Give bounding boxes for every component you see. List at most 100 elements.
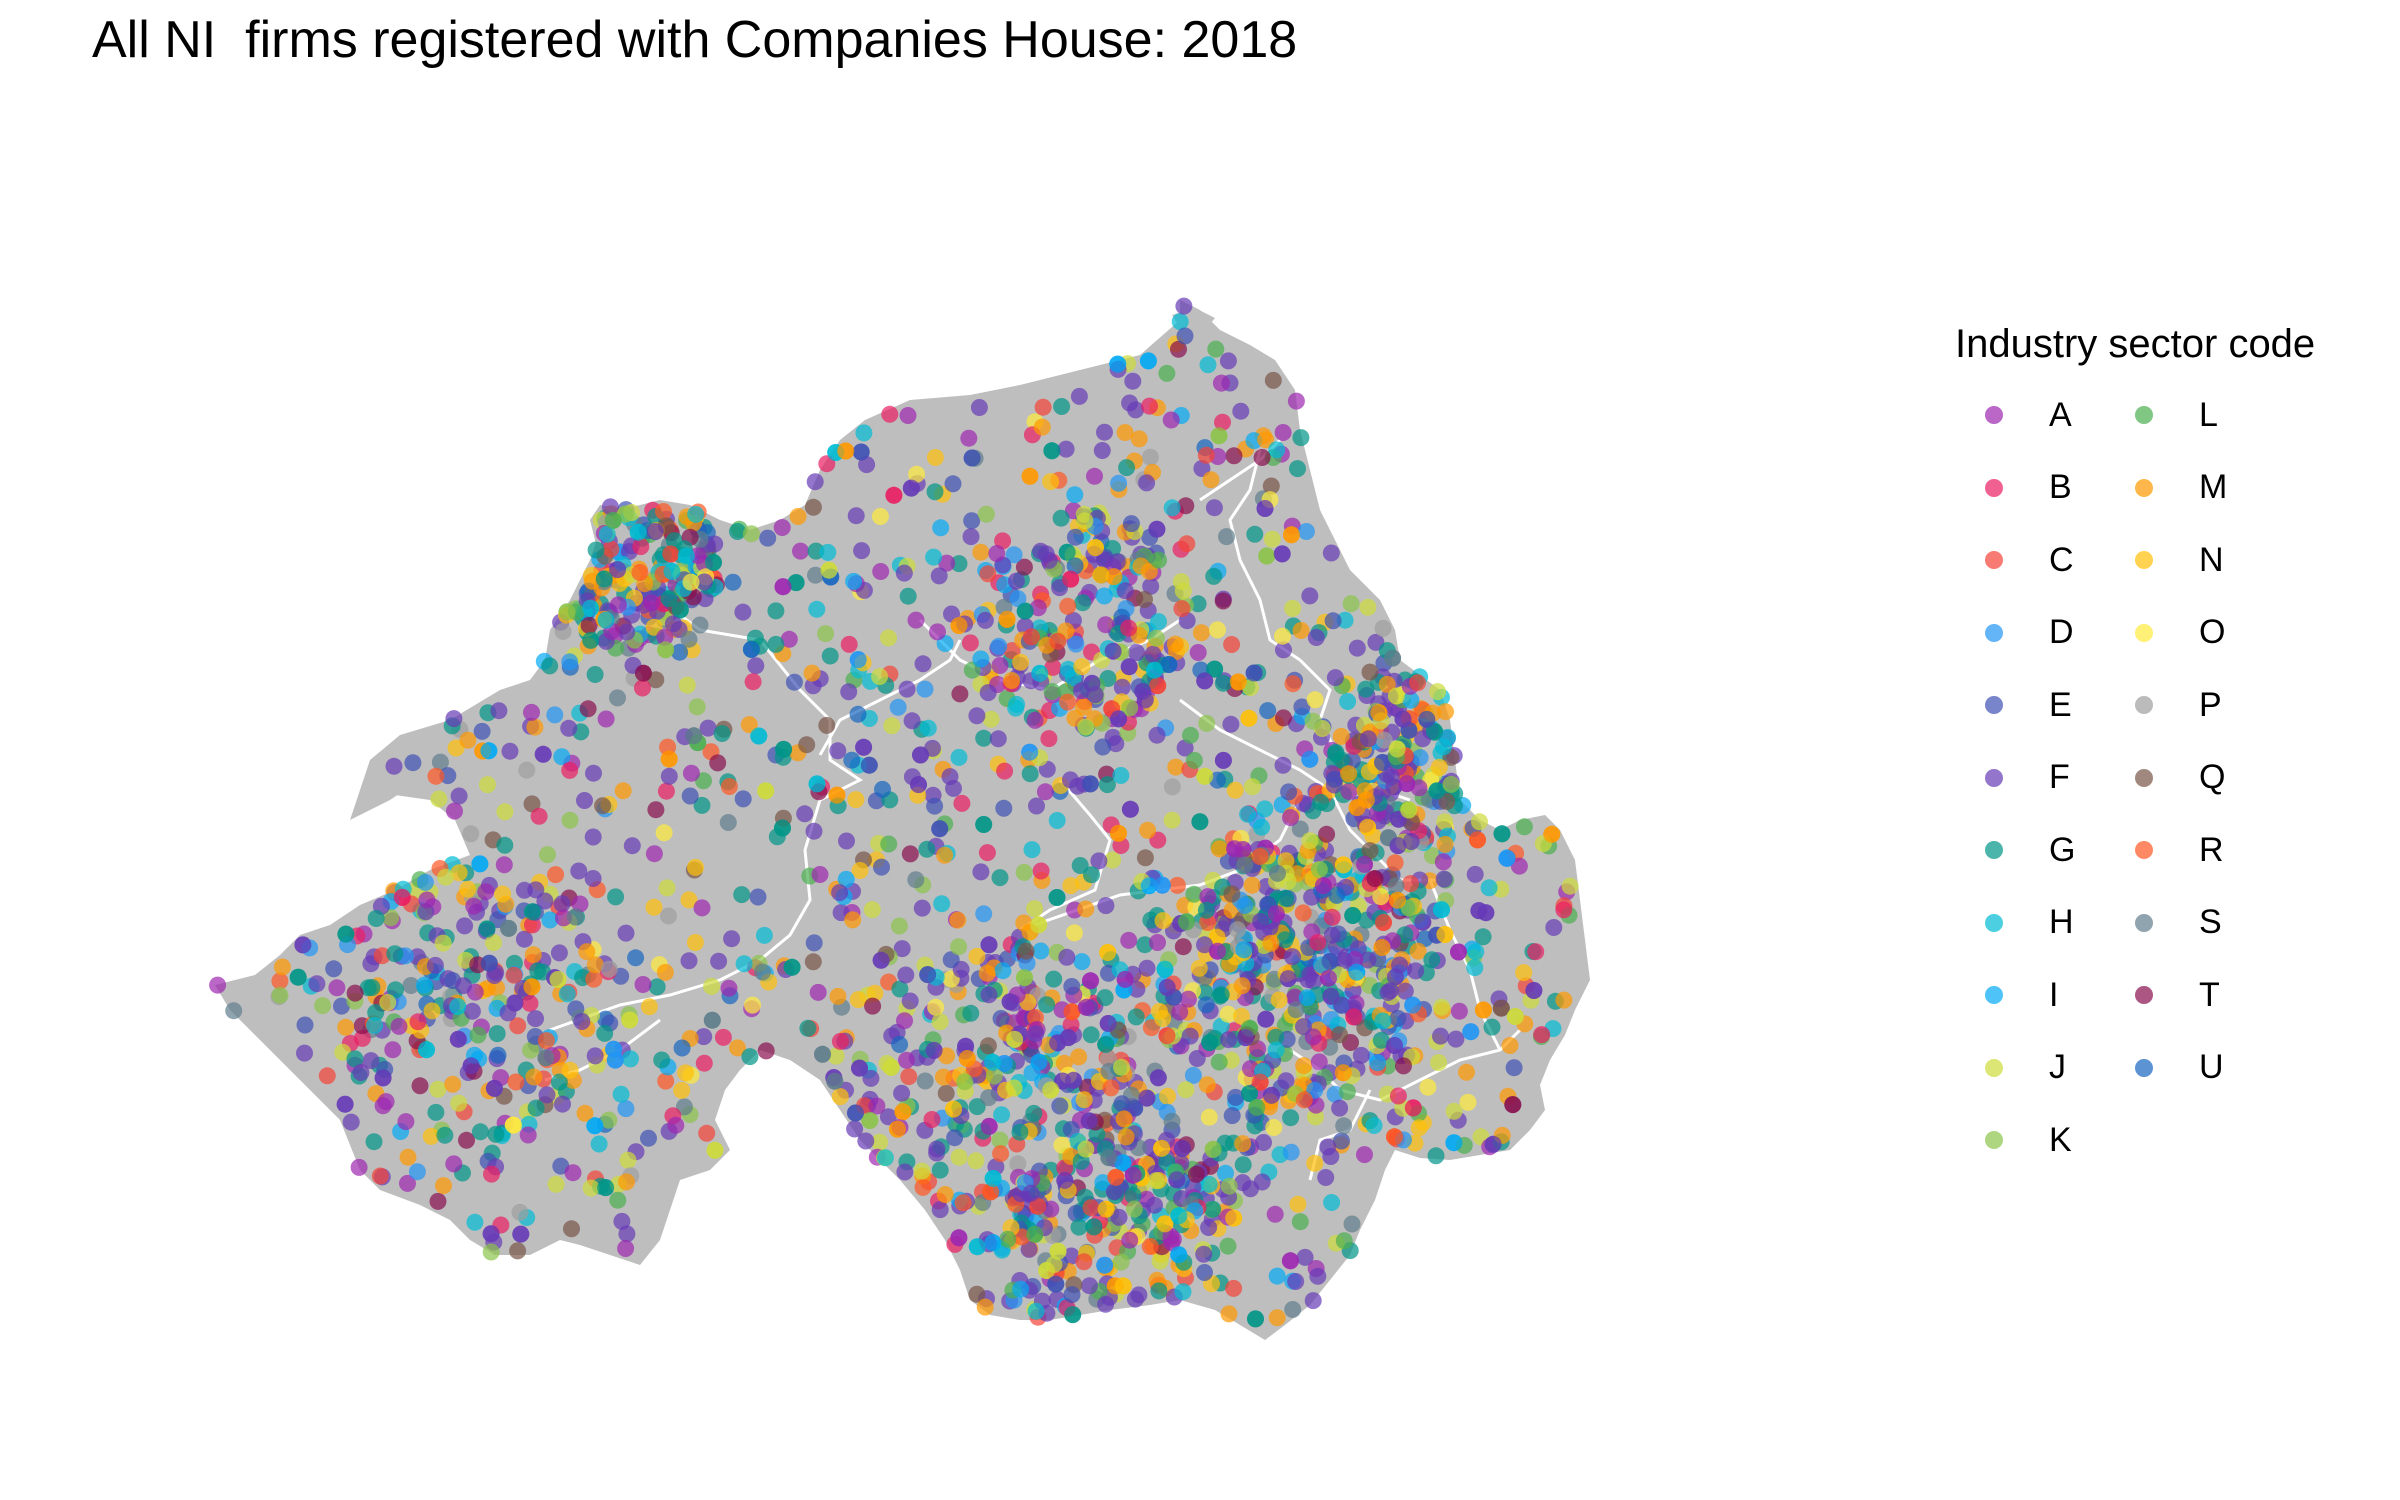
firm-point	[695, 1028, 713, 1046]
firm-point	[681, 787, 699, 805]
firm-point	[928, 1140, 946, 1158]
firm-point	[660, 907, 677, 925]
firm-point	[1096, 551, 1114, 569]
firm-point	[507, 1073, 525, 1091]
firm-point	[645, 618, 663, 636]
firm-point	[600, 960, 618, 978]
firm-point	[296, 1016, 314, 1034]
firm-point	[1113, 678, 1131, 696]
firm-point	[1113, 1095, 1131, 1113]
firm-point	[479, 776, 496, 794]
legend-item-d: D	[1955, 597, 2105, 670]
firm-point	[495, 856, 513, 874]
firm-point	[931, 1201, 949, 1219]
firm-point	[431, 753, 449, 771]
firm-point	[1163, 499, 1181, 517]
firm-point	[623, 837, 641, 855]
firm-point	[1310, 861, 1328, 879]
firm-point	[1144, 645, 1162, 663]
firm-point	[1335, 952, 1353, 969]
firm-point	[579, 700, 597, 718]
firm-point	[1263, 530, 1281, 548]
firm-point	[1348, 639, 1366, 657]
firm-point	[1012, 1280, 1030, 1298]
firm-point	[767, 602, 785, 620]
firm-point	[1200, 1108, 1218, 1126]
firm-point	[1309, 934, 1327, 951]
firm-point	[693, 899, 711, 917]
firm-point	[1140, 562, 1158, 580]
firm-point	[1292, 622, 1310, 639]
firm-point	[1150, 551, 1168, 569]
firm-point	[698, 1124, 716, 1142]
firm-point	[811, 866, 829, 883]
firm-point	[366, 1016, 384, 1034]
firm-point	[710, 952, 728, 970]
firm-point	[956, 1073, 974, 1091]
firm-point	[1071, 857, 1089, 874]
firm-point	[677, 547, 695, 565]
firm-point	[789, 508, 807, 525]
firm-point	[501, 742, 519, 760]
firm-point	[1442, 775, 1460, 793]
firm-point	[926, 797, 944, 815]
firm-point	[1439, 728, 1457, 746]
firm-point	[991, 657, 1009, 674]
firm-point	[936, 1186, 954, 1203]
firm-point	[1284, 948, 1301, 966]
firm-point	[573, 1013, 591, 1030]
firm-point	[1235, 941, 1253, 959]
firm-point	[972, 543, 990, 561]
firm-point	[1096, 989, 1114, 1007]
firm-point	[814, 1045, 831, 1063]
firm-point	[584, 870, 602, 887]
firm-point	[1474, 928, 1492, 946]
firm-point	[382, 909, 400, 927]
firm-point	[673, 1081, 691, 1099]
firm-point	[385, 757, 403, 775]
firm-point	[806, 473, 824, 491]
legend-item-t: T	[2105, 959, 2255, 1032]
firm-point	[1097, 616, 1115, 634]
firm-point	[1279, 970, 1297, 988]
firm-point	[1292, 429, 1310, 447]
firm-point	[1338, 1083, 1356, 1101]
firm-point	[937, 1084, 955, 1102]
firm-point	[1314, 877, 1332, 895]
legend-label: E	[2049, 685, 2072, 724]
firm-point	[537, 1032, 555, 1050]
firm-point	[1389, 837, 1407, 855]
firm-point	[418, 891, 436, 909]
firm-point	[1323, 926, 1341, 944]
firm-point	[1149, 1069, 1167, 1087]
firm-point	[1283, 526, 1300, 544]
firm-point	[1178, 535, 1196, 553]
land-shape-northwest	[350, 505, 630, 820]
firm-point	[1163, 811, 1181, 829]
firm-point	[680, 952, 698, 970]
firm-point	[755, 926, 773, 944]
firm-point	[1437, 703, 1454, 721]
firm-point	[1051, 1097, 1069, 1115]
firm-point	[537, 1049, 555, 1067]
firm-point	[1277, 852, 1295, 870]
firm-point	[1188, 1050, 1206, 1067]
firm-point	[590, 1135, 608, 1153]
firm-point	[1262, 477, 1280, 495]
firm-point	[1032, 862, 1050, 880]
firm-point	[496, 836, 514, 854]
legend-item-p: P	[2105, 669, 2255, 742]
firm-point	[1028, 797, 1045, 815]
firm-point	[1273, 545, 1291, 563]
firm-point	[604, 511, 622, 529]
firm-point	[893, 1084, 911, 1102]
firm-point	[1219, 1237, 1237, 1255]
firm-point	[970, 399, 988, 416]
firm-point	[792, 542, 809, 560]
firm-point	[1435, 870, 1453, 888]
firm-point	[1234, 1135, 1252, 1153]
firm-point	[653, 1051, 671, 1069]
firm-point	[1009, 590, 1027, 608]
firm-point	[872, 563, 890, 580]
legend-item-c: C	[1955, 524, 2105, 597]
